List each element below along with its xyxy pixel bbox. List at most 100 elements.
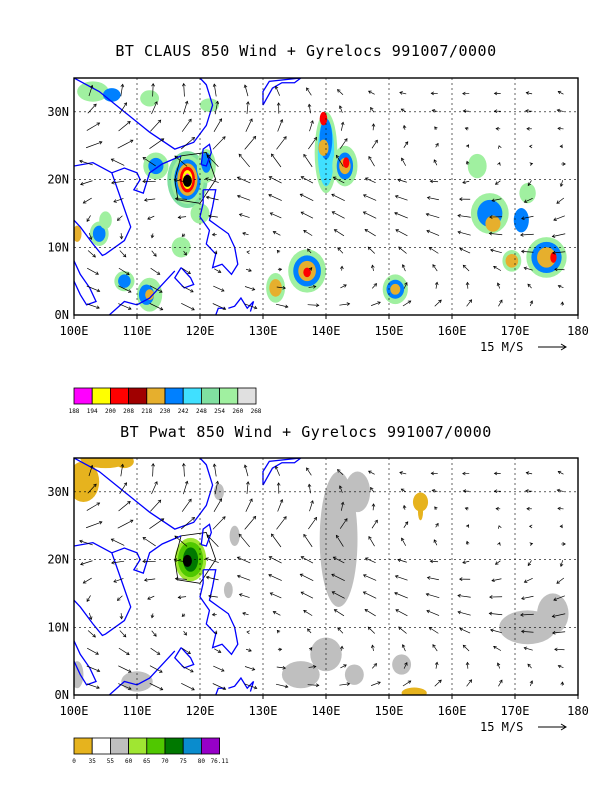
wind-arrow (239, 213, 250, 218)
wind-arrow-head (268, 176, 273, 180)
wind-arrow-head (127, 669, 132, 673)
wind-arrow-head (79, 539, 83, 544)
wind-arrow (213, 118, 222, 132)
wind-arrow (556, 577, 565, 584)
wind-arrow (552, 251, 566, 254)
wind-arrow-head (426, 609, 430, 614)
wind-arrow (365, 177, 376, 183)
wind-arrow-head (402, 124, 407, 129)
wind-arrow-head (122, 633, 127, 638)
wind-arrow-head (93, 103, 97, 108)
wind-arrow-head (553, 217, 557, 221)
wind-arrow-head (370, 107, 374, 111)
wind-arrow-head (238, 213, 243, 217)
wind-arrow (79, 160, 93, 166)
wind-arrow-head (313, 516, 318, 521)
wind-arrow (237, 176, 251, 184)
wind-arrow (401, 537, 407, 546)
wind-arrow (524, 267, 533, 271)
wind-arrow (368, 156, 375, 167)
colorbar-label: 254 (214, 408, 225, 415)
wind-arrow-head (205, 557, 209, 561)
wind-arrow (430, 560, 439, 563)
shaded-region (505, 254, 519, 268)
wind-arrow (339, 518, 348, 529)
wind-arrow-head (188, 498, 192, 503)
wind-arrow (212, 516, 226, 530)
wind-arrow-head (88, 616, 93, 620)
coastline (228, 296, 255, 312)
wind-arrow-head (276, 102, 281, 106)
lon-tick-label: 160E (438, 704, 467, 718)
wind-arrow-head (276, 629, 281, 634)
wind-arrow-head (429, 559, 434, 564)
wind-arrow (151, 613, 154, 618)
wind-arrow (270, 212, 282, 219)
wind-arrow (181, 665, 194, 673)
wind-arrow (395, 575, 408, 581)
wind-arrow-head (525, 489, 529, 493)
wind-arrow (277, 119, 283, 132)
wind-arrow-head (222, 516, 226, 520)
wind-arrow-head (177, 595, 182, 600)
wind-arrow-head (313, 136, 318, 141)
wind-arrow-head (205, 575, 210, 580)
wind-arrow-head (432, 264, 436, 268)
wind-arrow-head (113, 199, 117, 203)
colorbar-swatch (73, 387, 93, 405)
wind-arrow-head (401, 264, 406, 268)
wind-arrow-head (520, 613, 524, 617)
wind-arrow (397, 179, 407, 183)
wind-arrow-head (493, 645, 497, 650)
gyre-center-marker (182, 174, 192, 187)
wind-arrow-head (438, 299, 442, 304)
colorbar-label: 0 (72, 758, 76, 765)
wind-arrow (300, 573, 314, 582)
shaded-region (344, 471, 371, 513)
wind-arrow-head (213, 250, 218, 255)
wind-arrow-head (499, 299, 503, 304)
wind-arrow (300, 591, 314, 599)
wind-arrow-head (190, 289, 194, 293)
wind-arrow-head (211, 612, 216, 617)
wind-arrow (558, 91, 564, 95)
wind-arrow (142, 537, 156, 547)
shaded-region (550, 252, 557, 263)
coastline (74, 78, 214, 150)
wind-arrow-head (556, 200, 560, 204)
coastline (74, 161, 132, 257)
wind-arrow-head (493, 91, 498, 96)
wind-arrow (334, 229, 345, 237)
wind-arrow (457, 231, 471, 236)
wind-arrow-head (459, 247, 463, 252)
wind-arrow (403, 521, 409, 528)
wind-arrow (491, 578, 502, 582)
colorbar-label: 55 (107, 758, 115, 765)
shaded-region (269, 279, 282, 297)
wind-arrow-head (142, 179, 146, 184)
wind-arrow (336, 155, 344, 167)
wind-arrow-head (218, 118, 222, 122)
wind-arrow (552, 233, 566, 237)
wind-arrow-head (362, 211, 367, 215)
wind-arrow (521, 630, 534, 633)
wind-arrow (309, 120, 314, 132)
wind-arrow (399, 92, 407, 95)
wind-arrow-head (284, 684, 289, 689)
wind-arrow-head (493, 109, 498, 114)
shaded-region (145, 289, 155, 301)
wind-arrow (434, 299, 442, 307)
wind-arrow (402, 300, 411, 307)
wind-arrow (495, 180, 501, 185)
wind-arrow (275, 86, 281, 96)
shaded-region (467, 153, 487, 179)
wind-arrow-head (177, 215, 182, 220)
wind-arrow-head (283, 516, 287, 520)
shaded-region (99, 211, 112, 230)
wind-arrow-head (283, 136, 287, 140)
wind-arrow-head (404, 521, 409, 525)
wind-arrow-head (220, 668, 225, 672)
wind-arrow (150, 267, 161, 275)
wind-arrow-head (300, 176, 305, 180)
colorbar-label: 75 (180, 758, 188, 765)
